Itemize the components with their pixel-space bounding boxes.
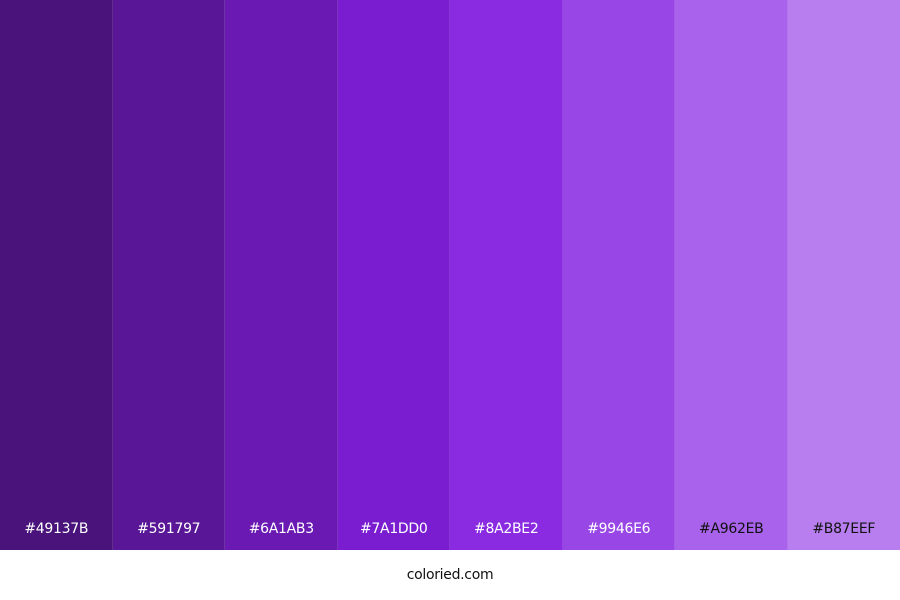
color-hex-label: #6A1AB3	[248, 521, 314, 537]
color-swatch[interactable]: #9946E6	[562, 0, 675, 550]
color-hex-label: #A962EB	[699, 521, 764, 537]
color-hex-label: #B87EEF	[812, 521, 876, 537]
color-swatch[interactable]: #8A2BE2	[450, 0, 563, 550]
color-palette: #49137B #591797 #6A1AB3 #7A1DD0 #8A2BE2 …	[0, 0, 900, 550]
color-hex-label: #7A1DD0	[360, 521, 428, 537]
color-swatch[interactable]: #7A1DD0	[337, 0, 450, 550]
site-name-link[interactable]: coloried.com	[406, 567, 494, 583]
color-hex-label: #591797	[137, 521, 201, 537]
color-swatch[interactable]: #49137B	[0, 0, 113, 550]
color-hex-label: #49137B	[24, 521, 89, 537]
site-footer: coloried.com	[0, 550, 900, 600]
color-swatch[interactable]: #A962EB	[675, 0, 788, 550]
color-hex-label: #9946E6	[587, 521, 651, 537]
color-swatch[interactable]: #B87EEF	[787, 0, 900, 550]
color-swatch[interactable]: #6A1AB3	[225, 0, 338, 550]
color-swatch[interactable]: #591797	[112, 0, 225, 550]
color-hex-label: #8A2BE2	[474, 521, 539, 537]
